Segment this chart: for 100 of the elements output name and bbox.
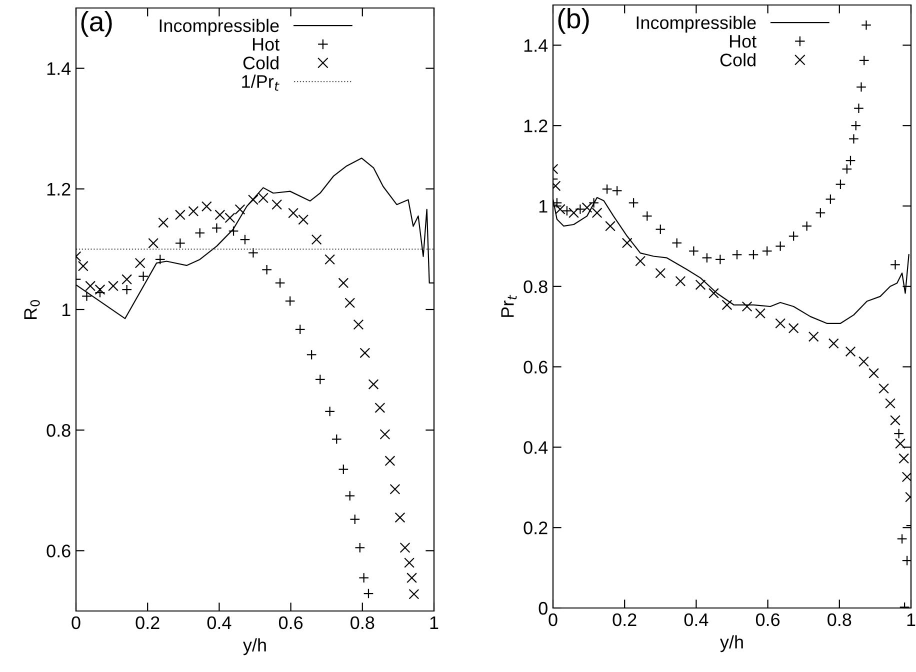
point bbox=[148, 238, 159, 248]
point bbox=[134, 258, 146, 268]
point bbox=[815, 208, 826, 218]
y-tick-label: 0.4 bbox=[524, 441, 548, 454]
point bbox=[262, 264, 272, 275]
point bbox=[108, 280, 118, 292]
point bbox=[896, 534, 908, 544]
point bbox=[894, 428, 904, 439]
point bbox=[655, 224, 666, 235]
x-tick-label: 0.4 bbox=[207, 616, 232, 630]
point bbox=[628, 198, 639, 208]
point bbox=[642, 210, 652, 222]
x-tick-label: 0.2 bbox=[136, 616, 160, 630]
y-tick-label: 0.2 bbox=[524, 522, 548, 534]
point bbox=[554, 204, 566, 214]
point bbox=[835, 179, 846, 190]
point bbox=[324, 406, 336, 417]
point bbox=[194, 228, 206, 238]
point bbox=[138, 271, 149, 282]
point bbox=[755, 308, 766, 319]
x-tick-label: 0.6 bbox=[278, 616, 303, 630]
point bbox=[878, 383, 890, 394]
point bbox=[274, 278, 286, 288]
point bbox=[240, 234, 250, 245]
y-tick-label: 0.6 bbox=[524, 360, 548, 374]
point bbox=[708, 288, 719, 298]
point bbox=[858, 356, 869, 367]
point bbox=[848, 134, 859, 144]
point bbox=[188, 206, 199, 216]
point bbox=[311, 234, 322, 245]
point bbox=[350, 514, 360, 525]
point bbox=[672, 238, 682, 248]
point bbox=[858, 55, 870, 66]
point bbox=[688, 246, 699, 256]
point bbox=[592, 208, 602, 218]
legend-label: Incompressible bbox=[160, 18, 279, 36]
point bbox=[272, 199, 282, 210]
y-tick-label: 0.8 bbox=[524, 280, 548, 294]
point bbox=[868, 368, 879, 378]
point bbox=[602, 184, 612, 194]
point bbox=[400, 542, 410, 553]
point bbox=[154, 254, 166, 265]
point bbox=[902, 555, 911, 566]
point bbox=[885, 398, 896, 409]
point bbox=[158, 217, 169, 228]
annotation: (a) bbox=[81, 11, 112, 37]
point bbox=[775, 240, 786, 252]
point bbox=[331, 434, 342, 444]
point bbox=[248, 248, 258, 258]
legend-label: Cold bbox=[720, 53, 756, 66]
point bbox=[306, 350, 317, 360]
point bbox=[344, 490, 356, 502]
annotation: (b) bbox=[558, 8, 589, 34]
x-tick-label: 0.6 bbox=[756, 613, 780, 626]
point bbox=[842, 164, 852, 174]
point bbox=[211, 222, 222, 234]
point bbox=[808, 331, 819, 342]
point bbox=[742, 301, 752, 312]
point bbox=[714, 254, 726, 265]
point bbox=[374, 402, 386, 413]
legend-label: Hot bbox=[252, 38, 280, 51]
point bbox=[406, 572, 418, 584]
legend-label: Hot bbox=[730, 35, 756, 48]
point bbox=[122, 284, 132, 295]
y-tick-label: 1.2 bbox=[47, 182, 70, 196]
point bbox=[404, 558, 415, 568]
point bbox=[890, 415, 900, 426]
point bbox=[354, 542, 366, 553]
y-axis-title: R$_{0}$ bbox=[24, 300, 40, 319]
y-tick-label: 1.2 bbox=[524, 120, 548, 132]
point bbox=[363, 588, 374, 599]
point bbox=[408, 588, 420, 600]
point bbox=[384, 456, 396, 466]
y-tick-label: 0.6 bbox=[46, 544, 70, 558]
point bbox=[122, 274, 132, 285]
y-tick-label: 1.4 bbox=[47, 62, 71, 75]
point bbox=[775, 318, 786, 329]
point bbox=[394, 512, 406, 523]
point bbox=[390, 484, 400, 494]
x-tick-label: 0 bbox=[72, 616, 80, 630]
point bbox=[612, 186, 622, 196]
y-tick-label: 1.4 bbox=[524, 39, 548, 52]
point bbox=[702, 252, 712, 264]
point bbox=[898, 453, 910, 464]
y-tick-label: 0.8 bbox=[46, 424, 70, 437]
y-tick-label: 1 bbox=[539, 200, 548, 213]
point bbox=[78, 260, 88, 272]
point bbox=[338, 464, 349, 475]
point bbox=[174, 238, 186, 248]
point bbox=[655, 268, 666, 278]
x-tick-label: 1 bbox=[430, 616, 438, 629]
point bbox=[762, 246, 772, 256]
y-tick-label: 1 bbox=[62, 304, 70, 316]
point bbox=[635, 256, 646, 266]
point bbox=[722, 300, 732, 310]
x-axis-title: y/h bbox=[720, 635, 743, 652]
point bbox=[902, 472, 911, 482]
x-tick-label: 0.8 bbox=[828, 613, 852, 626]
point bbox=[850, 120, 862, 131]
point bbox=[582, 202, 592, 213]
